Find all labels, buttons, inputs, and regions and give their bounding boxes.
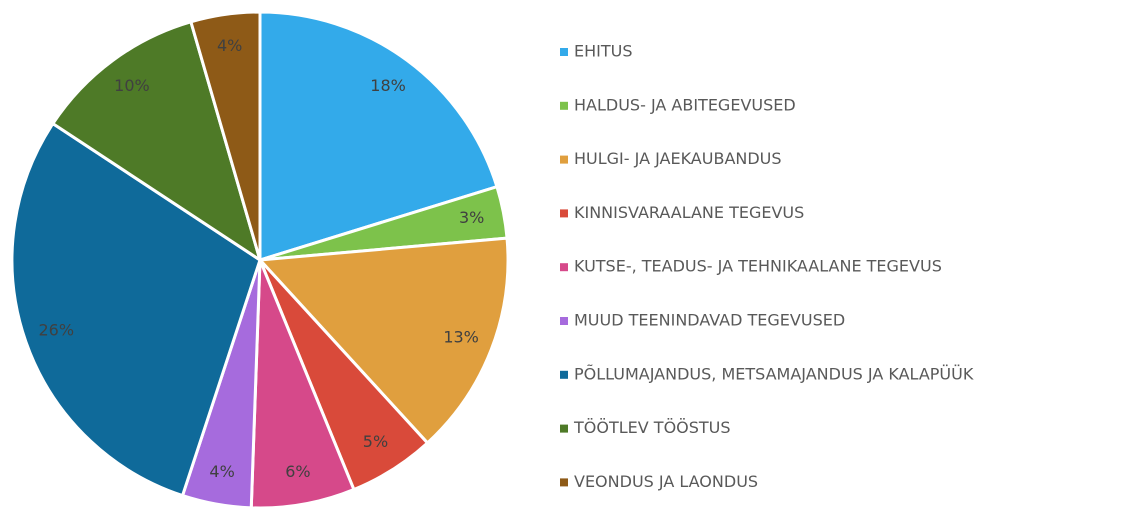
legend-marker [560, 424, 568, 433]
pie-slice [258, 10, 499, 263]
legend-label: HULGI- JA JAEKAUBANDUS [574, 149, 782, 168]
legend-label: TÖÖTLEV TÖÖSTUS [573, 418, 731, 437]
data-label: 5% [363, 432, 388, 451]
data-label: 18% [370, 76, 406, 95]
legend-marker [560, 370, 568, 379]
legend-label: PÕLLUMAJANDUS, METSAMAJANDUS JA KALAPÜÜK [574, 364, 974, 383]
pie-slice [249, 259, 356, 510]
pie-slice [189, 10, 262, 261]
legend-label: KUTSE-, TEADUS- JA TEHNIKAALANE TEGEVUS [574, 257, 942, 276]
legend-marker [560, 209, 568, 218]
legend-marker [560, 101, 568, 110]
legend-marker [560, 48, 568, 56]
pie-slice [10, 121, 262, 498]
data-label: 13% [443, 328, 479, 347]
legend-marker [560, 317, 568, 325]
data-label: 3% [459, 208, 484, 227]
legend-label: HALDUS- JA ABITEGEVUSED [574, 95, 796, 114]
data-label: 6% [285, 462, 310, 481]
legend-marker [560, 155, 568, 164]
legend-label: MUUD TEENINDAVAD TEGEVUSED [574, 311, 845, 330]
data-label: 10% [114, 76, 150, 95]
data-label: 26% [38, 321, 74, 340]
data-label: 4% [209, 462, 234, 481]
data-label: 4% [217, 36, 242, 55]
legend-label: VEONDUS JA LAONDUS [574, 472, 758, 491]
legend-marker [560, 263, 568, 272]
legend-marker [560, 478, 568, 487]
pie-slice [256, 236, 510, 446]
legend-label: KINNISVARAALANE TEGEVUS [574, 203, 804, 222]
pie-slice [50, 19, 263, 264]
legend-label: EHITUS [574, 42, 633, 61]
